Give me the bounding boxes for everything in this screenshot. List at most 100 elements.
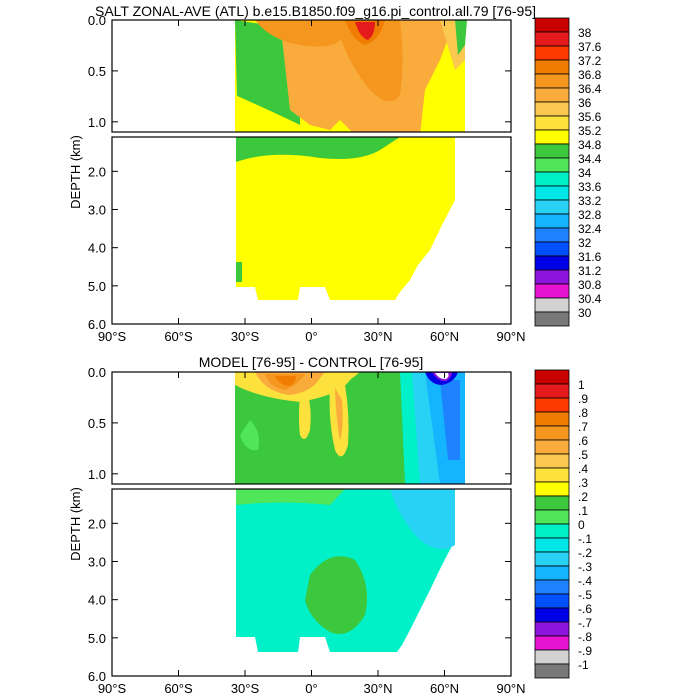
colorbar-label: .8 (578, 406, 588, 420)
x-tick-label: 60°N (430, 329, 459, 344)
y-tick-label: 3.0 (88, 203, 106, 218)
x-tick-label: 60°N (430, 681, 459, 696)
colorbar-swatch (534, 663, 570, 679)
colorbar-swatch (534, 269, 570, 285)
colorbar-label: 33.6 (578, 180, 602, 194)
colorbar-label: 36.4 (578, 82, 602, 96)
colorbar-label: 30.4 (578, 292, 602, 306)
y-tick-label: 0.5 (88, 416, 106, 431)
colorbar-swatch (534, 241, 570, 257)
colorbar-label: -.4 (578, 574, 592, 588)
colorbar-swatch (534, 439, 570, 455)
colorbar-label: 38 (578, 26, 592, 40)
colorbar-swatch (534, 565, 570, 581)
colorbar-swatch (534, 453, 570, 469)
panel-title: SALT ZONAL-AVE (ATL) b.e15.B1850.f09_g16… (95, 3, 536, 19)
colorbar-label: 0 (578, 518, 585, 532)
colorbar-label: .4 (578, 462, 588, 476)
colorbar-label: .1 (578, 504, 588, 518)
colorbar-swatch (534, 213, 570, 229)
y-tick-label: 2.0 (88, 164, 106, 179)
x-tick-label: 90°N (496, 329, 525, 344)
colorbar-swatch (534, 17, 570, 33)
colorbar-label: .5 (578, 448, 588, 462)
colorbar-label: 37.6 (578, 40, 602, 54)
colorbar-label: -.2 (578, 546, 592, 560)
y-tick-label: 5.0 (88, 631, 106, 646)
colorbar-swatch (534, 87, 570, 103)
colorbar-swatch (534, 411, 570, 427)
y-tick-label: 0.0 (88, 13, 106, 28)
colorbar-label: .7 (578, 420, 588, 434)
colorbar-label: -.1 (578, 532, 592, 546)
colorbar-label: 37.2 (578, 54, 602, 68)
colorbar-label: -.7 (578, 616, 592, 630)
colorbar-swatch (534, 31, 570, 47)
y-tick-label: 3.0 (88, 555, 106, 570)
colorbar-label: 34.4 (578, 152, 602, 166)
colorbar-swatch (534, 45, 570, 61)
y-tick-label: 0.0 (88, 365, 106, 380)
colorbar-label: 32.4 (578, 222, 602, 236)
colorbar-label: .6 (578, 434, 588, 448)
panel-salt: SALT ZONAL-AVE (ATL) b.e15.B1850.f09_g16… (68, 3, 602, 344)
colorbar-label: 30 (578, 306, 592, 320)
x-tick-label: 90°S (98, 681, 127, 696)
colorbar-swatch (534, 649, 570, 665)
x-tick-label: 90°S (98, 329, 127, 344)
y-tick-label: 4.0 (88, 241, 106, 256)
panel-title: MODEL [76-95] - CONTROL [76-95] (199, 354, 424, 370)
colorbar-swatch (534, 283, 570, 299)
x-tick-label: 90°N (496, 681, 525, 696)
colorbar-label: 32 (578, 236, 592, 250)
colorbar-swatch (534, 101, 570, 117)
y-tick-label: 5.0 (88, 279, 106, 294)
y-tick-label: 1.0 (88, 115, 106, 130)
x-tick-label: 30°S (231, 681, 260, 696)
y-tick-label: 4.0 (88, 593, 106, 608)
colorbar-label: -.6 (578, 602, 592, 616)
colorbar-swatch (534, 297, 570, 313)
y-tick-label: 0.5 (88, 64, 106, 79)
colorbar-swatch (534, 129, 570, 145)
colorbar-swatch (534, 157, 570, 173)
colorbar-label: 33.2 (578, 194, 602, 208)
colorbar-swatch (534, 551, 570, 567)
colorbar-label: -.9 (578, 644, 592, 658)
colorbar-label: 36 (578, 96, 592, 110)
contour-fill-upper (235, 20, 467, 132)
colorbar-swatch (534, 73, 570, 89)
colorbar-swatch (534, 397, 570, 413)
panel-difference: MODEL [76-95] - CONTROL [76-95] (68, 354, 592, 696)
colorbar-swatch (534, 509, 570, 525)
x-tick-label: 60°S (164, 329, 193, 344)
colorbar-swatch (534, 143, 570, 159)
colorbar-swatch (534, 607, 570, 623)
y-tick-label: 2.0 (88, 516, 106, 531)
colorbar-swatch (534, 227, 570, 243)
colorbar-label: 31.6 (578, 250, 602, 264)
colorbar-label: 1 (578, 378, 585, 392)
colorbar-label: -1 (578, 658, 589, 672)
colorbar-swatch (534, 185, 570, 201)
colorbar-label: 35.6 (578, 110, 602, 124)
colorbar-label: -.5 (578, 588, 592, 602)
colorbar-swatch (534, 593, 570, 609)
colorbar-swatch (534, 425, 570, 441)
colorbar-label: 31.2 (578, 264, 602, 278)
colorbar-swatch (534, 171, 570, 187)
colorbar-label: -.3 (578, 560, 592, 574)
colorbar-swatch (534, 621, 570, 637)
colorbar-label: .3 (578, 476, 588, 490)
colorbar-swatch (534, 537, 570, 553)
colorbar-swatch (534, 481, 570, 497)
colorbar: 3837.637.236.836.43635.635.234.834.43433… (534, 17, 602, 327)
colorbar-label: 35.2 (578, 124, 602, 138)
y-tick-label: 1.0 (88, 467, 106, 482)
contour-fill-upper (235, 372, 465, 484)
colorbar-swatch (534, 199, 570, 215)
colorbar-swatch (534, 311, 570, 327)
x-tick-label: 0° (305, 681, 317, 696)
y-tick-label: 6.0 (88, 317, 106, 332)
